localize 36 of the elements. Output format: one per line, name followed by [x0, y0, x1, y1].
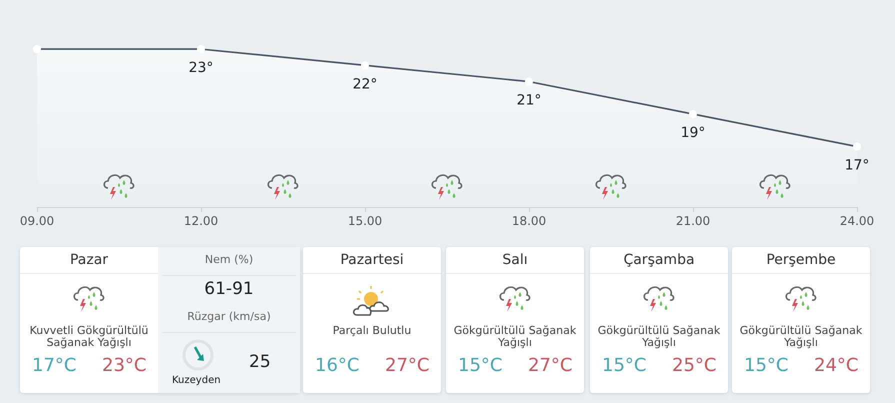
x-tick-label: 24.00 [840, 214, 874, 228]
annotation: 24°C [814, 355, 858, 376]
annotation: 23°C [102, 355, 146, 376]
annotation: 15°C [744, 355, 788, 376]
category-label: Pazartesi [303, 247, 441, 274]
annotation: 16°C [315, 355, 360, 376]
annotation: 25 [249, 352, 271, 372]
data-label: 17° [844, 158, 870, 174]
annotation: Rüzgar (km/sa) [186, 310, 272, 323]
category-label: Pazar [20, 247, 158, 274]
data-label: 22° [352, 76, 378, 92]
annotation: Parçalı Bulutlu [332, 324, 412, 337]
annotation: Kuvvetli Gökgürültülü Sağanak Yağışlı [28, 324, 150, 349]
category-label: Salı [446, 247, 584, 274]
data-label: 19° [680, 125, 706, 142]
annotation: Gökgürültülü Sağanak Yağışlı [738, 324, 864, 349]
annotation: Gökgürültülü Sağanak Yağışlı [452, 324, 578, 349]
x-tick-label: 21.00 [676, 214, 710, 228]
annotation: Kuzeyden [172, 375, 221, 386]
data-label: 23° [188, 60, 214, 76]
annotation: Nem (%) [204, 253, 254, 266]
x-tick-label: 12.00 [184, 214, 218, 228]
category-label: Perşembe [732, 247, 870, 274]
annotation: 27°C [385, 355, 430, 376]
annotation: 15°C [602, 355, 646, 376]
annotation: 61-91 [203, 279, 255, 299]
annotation: 15°C [458, 355, 502, 376]
x-tick-label: 15.00 [348, 214, 382, 228]
x-tick-label: 09.00 [20, 214, 54, 228]
annotation: 17°C [32, 355, 76, 376]
annotation: 25°C [672, 355, 716, 376]
annotation: Gökgürültülü Sağanak Yağışlı [596, 324, 722, 349]
data-label: 21° [516, 92, 542, 109]
x-tick-label: 18.00 [512, 214, 546, 228]
category-label: Çarşamba [590, 247, 728, 274]
annotation: 27°C [528, 355, 572, 376]
